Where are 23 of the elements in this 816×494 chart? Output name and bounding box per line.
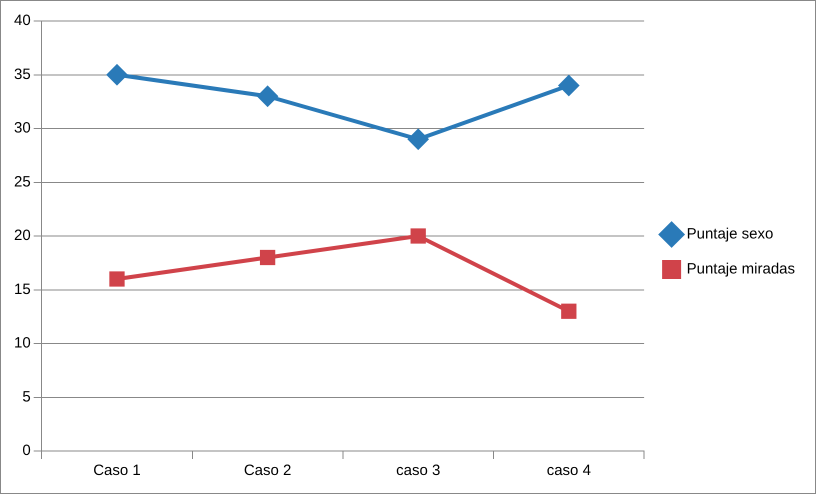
point [106,64,127,85]
y-tick-label: 10 [14,334,31,352]
y-tick-label: 25 [14,173,31,190]
x-tick-label: Caso 2 [244,462,292,480]
legend-label: Puntaje miradas [686,260,796,278]
y-tick-label: 30 [14,120,31,137]
point [408,129,428,150]
point [558,76,579,96]
x-tick-label: caso 3 [396,462,440,480]
y-tick-label: 20 [14,227,31,244]
x-tick-label: Caso 1 [93,462,141,480]
y-tick-label: 40 [14,12,31,30]
y-tick-label: 0 [22,442,31,460]
point [561,304,576,319]
point [410,228,426,244]
y-tick-label: 15 [14,280,31,298]
y-tick-label: 5 [22,388,31,406]
point [260,250,276,266]
y-tick-label: 35 [14,66,31,83]
x-tick-label: caso 4 [546,462,591,480]
point [109,271,125,287]
legend-label: Puntaje sexo [686,226,774,243]
point [258,86,278,106]
